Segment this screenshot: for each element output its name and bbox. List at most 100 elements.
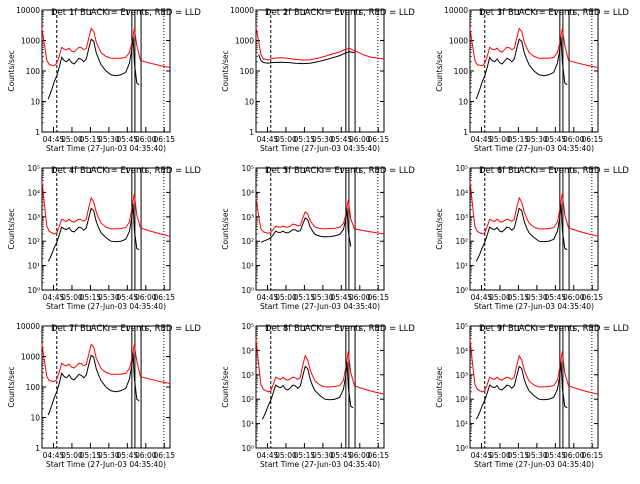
- x-tick-label: 06:15: [581, 451, 603, 460]
- x-axis-label: Start Time (27-Jun-03 04:35:40): [260, 302, 380, 311]
- y-tick-label: 10000: [444, 6, 468, 15]
- series-lld: [255, 197, 385, 235]
- y-axis-label: Counts/sec: [435, 366, 444, 407]
- series-events: [475, 36, 568, 100]
- y-tick-label: 1: [35, 128, 40, 137]
- x-axis-label: Start Time (27-Jun-03 04:35:40): [474, 302, 594, 311]
- y-tick-label: 10⁰: [241, 444, 254, 453]
- y-axis-label: Counts/sec: [7, 366, 16, 407]
- series-events: [261, 361, 354, 420]
- y-tick-label: 100: [26, 67, 41, 76]
- y-tick-label: 100: [454, 67, 469, 76]
- plot-frame: [469, 325, 599, 449]
- x-tick-label: 05:00: [489, 293, 511, 302]
- y-tick-label: 10²: [241, 237, 254, 246]
- x-axis-label: Start Time (27-Jun-03 04:35:40): [474, 144, 594, 153]
- y-tick-label: 10⁰: [241, 286, 254, 295]
- x-tick-label: 06:00: [135, 293, 157, 302]
- series-events: [47, 352, 140, 416]
- y-tick-label: 10²: [455, 237, 468, 246]
- x-tick-label: 05:00: [489, 451, 511, 460]
- panel-title: Det 7f BLACK = Events, RED = LLD: [51, 324, 201, 334]
- y-tick-label: 10⁰: [27, 286, 40, 295]
- x-tick-label: 06:15: [153, 451, 175, 460]
- x-tick-label: 06:00: [563, 451, 585, 460]
- x-tick-label: 05:15: [80, 135, 102, 144]
- y-tick-label: 10³: [455, 213, 468, 222]
- x-tick-label: 05:30: [98, 135, 120, 144]
- x-tick-label: 05:00: [489, 135, 511, 144]
- panel-det-8: Det 8f BLACK = Events, RED = LLD 10⁰ 10¹ 10…: [221, 322, 415, 469]
- y-tick-label: 10¹: [241, 262, 254, 271]
- series-events: [475, 203, 568, 262]
- x-tick-label: 05:45: [545, 451, 567, 460]
- series-events: [47, 203, 140, 262]
- x-tick-label: 04:45: [471, 451, 493, 460]
- y-tick-label: 10⁵: [455, 164, 468, 173]
- x-axis-label: Start Time (27-Jun-03 04:35:40): [46, 302, 166, 311]
- x-tick-label: 04:45: [257, 293, 279, 302]
- y-tick-label: 1: [463, 128, 468, 137]
- y-tick-label: 10⁴: [455, 346, 468, 355]
- x-tick-label: 06:15: [581, 293, 603, 302]
- y-tick-label: 1000: [235, 37, 254, 46]
- x-axis-label: Start Time (27-Jun-03 04:35:40): [474, 460, 594, 469]
- y-tick-label: 10⁴: [455, 188, 468, 197]
- plot-frame: [255, 325, 385, 449]
- x-tick-label: 05:45: [117, 451, 139, 460]
- panel-title: Det 6f BLACK = Events, RED = LLD: [479, 166, 629, 176]
- x-tick-label: 05:15: [508, 293, 530, 302]
- y-tick-label: 10⁰: [455, 444, 468, 453]
- y-tick-label: 10²: [241, 395, 254, 404]
- y-tick-label: 10¹: [455, 420, 468, 429]
- x-tick-label: 05:30: [526, 451, 548, 460]
- x-tick-label: 04:45: [471, 293, 493, 302]
- series-lld: [41, 27, 171, 68]
- y-axis-label: Counts/sec: [221, 366, 230, 407]
- panel-title: Det 9f BLACK = Events, RED = LLD: [479, 324, 629, 334]
- series-events: [258, 51, 355, 65]
- y-tick-label: 1000: [21, 37, 40, 46]
- x-tick-label: 05:15: [294, 293, 316, 302]
- x-tick-label: 04:45: [471, 135, 493, 144]
- series-lld: [255, 26, 385, 61]
- x-tick-label: 05:45: [545, 135, 567, 144]
- y-axis-label: Counts/sec: [7, 208, 16, 249]
- panel-title: Det 4f BLACK = Events, RED = LLD: [51, 166, 201, 176]
- y-tick-label: 10¹: [27, 262, 40, 271]
- x-tick-label: 06:00: [349, 135, 371, 144]
- y-tick-label: 10³: [455, 371, 468, 380]
- y-tick-label: 10³: [241, 213, 254, 222]
- panel-det-7: Det 7f BLACK = Events, RED = LLD 1 10 100 10…: [7, 322, 201, 469]
- x-tick-label: 06:00: [563, 135, 585, 144]
- x-tick-label: 05:30: [526, 293, 548, 302]
- x-tick-label: 04:45: [257, 451, 279, 460]
- x-tick-label: 04:45: [43, 451, 65, 460]
- x-tick-label: 05:30: [98, 451, 120, 460]
- series-events: [47, 36, 140, 100]
- x-tick-label: 05:45: [117, 293, 139, 302]
- y-axis-label: Counts/sec: [7, 50, 16, 91]
- series-events: [260, 208, 352, 247]
- x-tick-label: 05:45: [331, 135, 353, 144]
- y-tick-label: 10⁵: [241, 164, 254, 173]
- y-tick-label: 10000: [16, 322, 40, 331]
- y-axis-label: Counts/sec: [221, 50, 230, 91]
- y-tick-label: 10²: [455, 395, 468, 404]
- panel-title: Det 2f BLACK = Events, RED = LLD: [265, 8, 415, 18]
- series-lld: [469, 27, 599, 68]
- y-tick-label: 10⁴: [241, 346, 254, 355]
- y-axis-label: Counts/sec: [435, 208, 444, 249]
- panel-det-2: Det 2f BLACK = Events, RED = LLD 1 10 100 10…: [221, 6, 415, 153]
- y-tick-label: 10⁴: [241, 188, 254, 197]
- x-tick-label: 05:30: [312, 451, 334, 460]
- plot-frame: [255, 167, 385, 291]
- x-tick-label: 05:45: [331, 293, 353, 302]
- x-tick-label: 05:30: [98, 293, 120, 302]
- y-tick-label: 10: [30, 414, 40, 423]
- x-tick-label: 05:45: [331, 451, 353, 460]
- x-tick-label: 06:00: [349, 293, 371, 302]
- y-tick-label: 10³: [241, 371, 254, 380]
